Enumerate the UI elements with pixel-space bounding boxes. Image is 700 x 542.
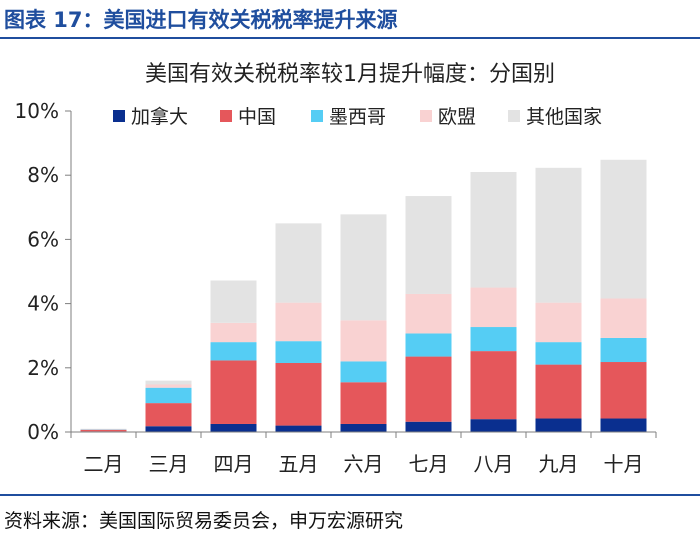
bar-segment xyxy=(600,362,647,419)
bar-segment xyxy=(340,214,387,321)
legend-swatch xyxy=(311,110,323,122)
bar-segment xyxy=(340,423,387,432)
y-tick-label: 10% xyxy=(15,99,59,123)
bar-segment xyxy=(535,364,582,419)
bar-segment xyxy=(405,333,452,357)
bar-segment xyxy=(405,356,452,422)
x-tick-label: 二月 xyxy=(84,452,124,476)
bar-segment xyxy=(535,302,582,343)
bar-segment xyxy=(405,196,452,294)
x-tick-label: 四月 xyxy=(214,452,254,476)
bar-segment xyxy=(340,361,387,383)
bar-stacks xyxy=(80,159,647,432)
x-tick-label: 十月 xyxy=(604,452,644,476)
bar-segment xyxy=(535,418,582,432)
bar-segment xyxy=(145,384,192,388)
bar-segment xyxy=(535,167,582,303)
legend-swatch xyxy=(113,110,125,122)
chart-title: 美国有效关税税率较1月提升幅度：分国别 xyxy=(145,62,555,87)
bar-segment xyxy=(340,382,387,424)
chart-legend: 加拿大 中国 墨西哥 欧盟 其他国家 xyxy=(113,105,602,128)
figure-header: 图表 17：美国进口有效关税税率提升来源 xyxy=(0,0,700,37)
bar-segment xyxy=(470,287,517,328)
bar-segment xyxy=(275,223,322,303)
bar-segment xyxy=(600,298,647,338)
bar-segment xyxy=(210,322,257,343)
bar-segment xyxy=(600,418,647,432)
bar-segment xyxy=(470,351,517,420)
footer-rule xyxy=(0,494,700,496)
bar-segment xyxy=(145,426,192,432)
y-tick-label: 8% xyxy=(27,163,59,187)
bar-segment xyxy=(145,387,192,404)
x-tick-label: 五月 xyxy=(279,452,319,476)
bar-segment xyxy=(210,360,257,424)
figure-source: 资料来源：美国国际贸易委员会，申万宏源研究 xyxy=(4,510,404,532)
bar-segment xyxy=(210,342,257,361)
legend-swatch xyxy=(220,110,232,122)
x-tick-label: 七月 xyxy=(409,452,449,476)
bar-segment xyxy=(275,302,322,342)
legend-label: 加拿大 xyxy=(131,105,188,128)
bar-segment xyxy=(275,341,322,363)
legend-swatch xyxy=(420,110,432,122)
stacked-bar-chart: 加拿大 中国 墨西哥 欧盟 其他国家 0% 2% 4% 6% 8% 10% 二月 三月 四月 五月 六月 七… xyxy=(15,99,657,476)
bar-segment xyxy=(210,280,257,323)
y-axis: 0% 2% 4% 6% 8% 10% xyxy=(15,99,72,444)
bar-segment xyxy=(145,403,192,427)
y-tick-label: 2% xyxy=(27,356,59,380)
legend-label: 墨西哥 xyxy=(329,106,386,128)
header-rule xyxy=(0,37,700,39)
bar-segment xyxy=(210,423,257,432)
bar-segment xyxy=(405,421,452,432)
x-tick-label: 九月 xyxy=(539,452,579,476)
figure-title: 图表 17：美国进口有效关税税率提升来源 xyxy=(4,8,398,32)
x-axis: 二月 三月 四月 五月 六月 七月 八月 九月 十月 xyxy=(70,431,657,476)
bar-segment xyxy=(600,159,647,299)
x-tick-label: 三月 xyxy=(149,452,189,476)
bar-segment xyxy=(600,337,647,363)
x-tick-label: 六月 xyxy=(344,452,384,476)
bar-segment xyxy=(470,419,517,432)
bar-segment xyxy=(405,293,452,334)
bar-segment xyxy=(340,320,387,362)
bar-segment xyxy=(470,171,517,288)
bar-segment xyxy=(470,327,517,352)
y-tick-label: 0% xyxy=(27,420,59,444)
legend-label: 中国 xyxy=(238,106,276,128)
x-tick-label: 八月 xyxy=(474,452,514,476)
y-tick-label: 4% xyxy=(27,292,59,316)
bar-segment xyxy=(145,380,192,385)
y-tick-label: 6% xyxy=(27,227,59,251)
bar-segment xyxy=(275,362,322,426)
bar-segment xyxy=(535,342,582,365)
bar-segment xyxy=(275,425,322,432)
legend-label: 欧盟 xyxy=(438,106,476,128)
legend-label: 其他国家 xyxy=(526,106,602,128)
legend-swatch xyxy=(508,110,520,122)
bar-segment xyxy=(80,429,127,432)
